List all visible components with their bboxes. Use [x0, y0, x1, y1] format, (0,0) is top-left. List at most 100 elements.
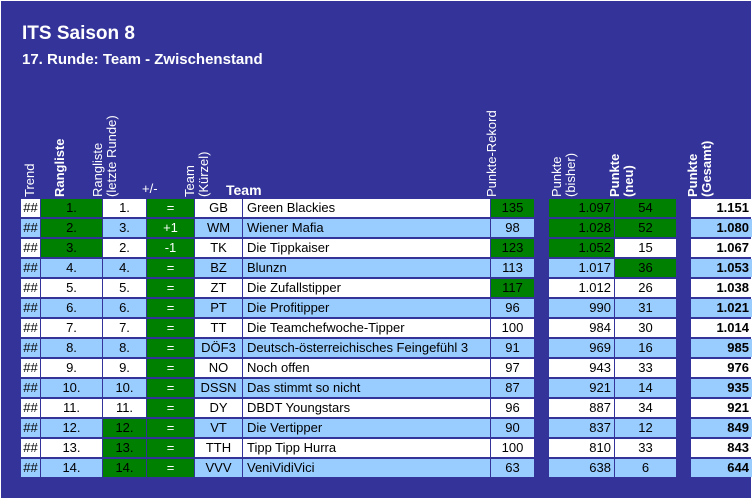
- previous-rank-cell: 10.: [103, 379, 147, 397]
- rank-cell: 8.: [41, 339, 103, 357]
- points-record-cell: 100: [491, 319, 535, 337]
- points-new-cell: 12: [615, 419, 677, 437]
- trend-cell: ##: [21, 419, 41, 437]
- table-row: ## 3. 2. -1 TK Die Tippkaiser 123 1.052 15 1.067: [21, 239, 752, 258]
- points-previous-cell: 1.012: [549, 279, 615, 297]
- points-total-cell: 1.080: [691, 219, 752, 237]
- column-gap: [535, 219, 549, 237]
- trend-cell: ##: [21, 339, 41, 357]
- points-total-cell: 976: [691, 359, 752, 377]
- points-previous-cell: 1.028: [549, 219, 615, 237]
- points-total-cell: 985: [691, 339, 752, 357]
- team-name-cell: Die Teamchefwoche-Tipper: [243, 319, 491, 337]
- header-punkte-gesamt: Punkte (Gesamt): [685, 140, 714, 197]
- column-gap: [535, 259, 549, 277]
- previous-rank-cell: 14.: [103, 459, 147, 477]
- points-total-cell: 1.151: [691, 199, 752, 217]
- points-previous-cell: 887: [549, 399, 615, 417]
- table-row: ## 13. 13. = TTH Tipp Tipp Hurra 100 810 33 843: [21, 439, 752, 458]
- column-gap: [535, 359, 549, 377]
- points-record-cell: 98: [491, 219, 535, 237]
- points-record-cell: 123: [491, 239, 535, 257]
- rank-change-cell: =: [147, 459, 195, 477]
- page-subtitle: 17. Runde: Team - Zwischenstand: [22, 51, 263, 68]
- team-abbreviation-cell: VT: [195, 419, 243, 437]
- team-abbreviation-cell: VVV: [195, 459, 243, 477]
- column-gap: [535, 239, 549, 257]
- rank-change-cell: =: [147, 419, 195, 437]
- column-gap: [677, 359, 691, 377]
- rank-change-cell: =: [147, 399, 195, 417]
- trend-cell: ##: [21, 239, 41, 257]
- points-record-cell: 91: [491, 339, 535, 357]
- rank-change-cell: =: [147, 259, 195, 277]
- previous-rank-cell: 6.: [103, 299, 147, 317]
- points-previous-cell: 810: [549, 439, 615, 457]
- team-abbreviation-cell: DY: [195, 399, 243, 417]
- rank-change-cell: =: [147, 359, 195, 377]
- points-new-cell: 33: [615, 439, 677, 457]
- previous-rank-cell: 13.: [103, 439, 147, 457]
- points-new-cell: 16: [615, 339, 677, 357]
- points-total-cell: 1.014: [691, 319, 752, 337]
- table-row: ## 8. 8. = DÖF3 Deutsch-österreichisches Fein…: [21, 339, 752, 358]
- rank-cell: 7.: [41, 319, 103, 337]
- header-team-kuerzel: Team (Kürzel): [182, 151, 211, 197]
- previous-rank-cell: 2.: [103, 239, 147, 257]
- trend-cell: ##: [21, 359, 41, 377]
- previous-rank-cell: 4.: [103, 259, 147, 277]
- points-total-cell: 644: [691, 459, 752, 477]
- trend-cell: ##: [21, 399, 41, 417]
- previous-rank-cell: 11.: [103, 399, 147, 417]
- previous-rank-cell: 1.: [103, 199, 147, 217]
- table-row: ## 2. 3. +1 WM Wiener Mafia 98 1.028 52 1.080: [21, 219, 752, 238]
- points-record-cell: 96: [491, 299, 535, 317]
- header-rangliste: Rangliste: [52, 138, 67, 197]
- trend-cell: ##: [21, 279, 41, 297]
- column-gap: [677, 259, 691, 277]
- column-gap: [535, 459, 549, 477]
- column-gap: [677, 279, 691, 297]
- points-total-cell: 1.067: [691, 239, 752, 257]
- column-gap: [535, 199, 549, 217]
- rank-change-cell: =: [147, 319, 195, 337]
- table-row: ## 11. 11. = DY DBDT Youngstars 96 887 34 921: [21, 399, 752, 418]
- column-gap: [535, 279, 549, 297]
- points-previous-cell: 990: [549, 299, 615, 317]
- column-gap: [535, 439, 549, 457]
- team-abbreviation-cell: ZT: [195, 279, 243, 297]
- points-record-cell: 100: [491, 439, 535, 457]
- rank-cell: 3.: [41, 239, 103, 257]
- points-record-cell: 113: [491, 259, 535, 277]
- column-gap: [677, 219, 691, 237]
- previous-rank-cell: 5.: [103, 279, 147, 297]
- column-gap: [677, 299, 691, 317]
- rank-cell: 9.: [41, 359, 103, 377]
- team-name-cell: DBDT Youngstars: [243, 399, 491, 417]
- header-trend: Trend: [22, 163, 37, 197]
- trend-cell: ##: [21, 459, 41, 477]
- rank-cell: 12.: [41, 419, 103, 437]
- team-abbreviation-cell: BZ: [195, 259, 243, 277]
- points-total-cell: 921: [691, 399, 752, 417]
- points-record-cell: 90: [491, 419, 535, 437]
- trend-cell: ##: [21, 199, 41, 217]
- header-rangliste-letzte: Rangliste (letzte Runde): [90, 115, 119, 197]
- column-gap: [677, 319, 691, 337]
- points-previous-cell: 1.097: [549, 199, 615, 217]
- previous-rank-cell: 12.: [103, 419, 147, 437]
- rank-change-cell: -1: [147, 239, 195, 257]
- points-record-cell: 87: [491, 379, 535, 397]
- column-gap: [677, 339, 691, 357]
- points-new-cell: 34: [615, 399, 677, 417]
- previous-rank-cell: 8.: [103, 339, 147, 357]
- table-row: ## 6. 6. = PT Die Profitipper 96 990 31 1.021: [21, 299, 752, 318]
- column-gap: [677, 379, 691, 397]
- column-gap: [677, 419, 691, 437]
- points-previous-cell: 984: [549, 319, 615, 337]
- trend-cell: ##: [21, 259, 41, 277]
- rank-change-cell: =: [147, 299, 195, 317]
- points-new-cell: 26: [615, 279, 677, 297]
- points-previous-cell: 837: [549, 419, 615, 437]
